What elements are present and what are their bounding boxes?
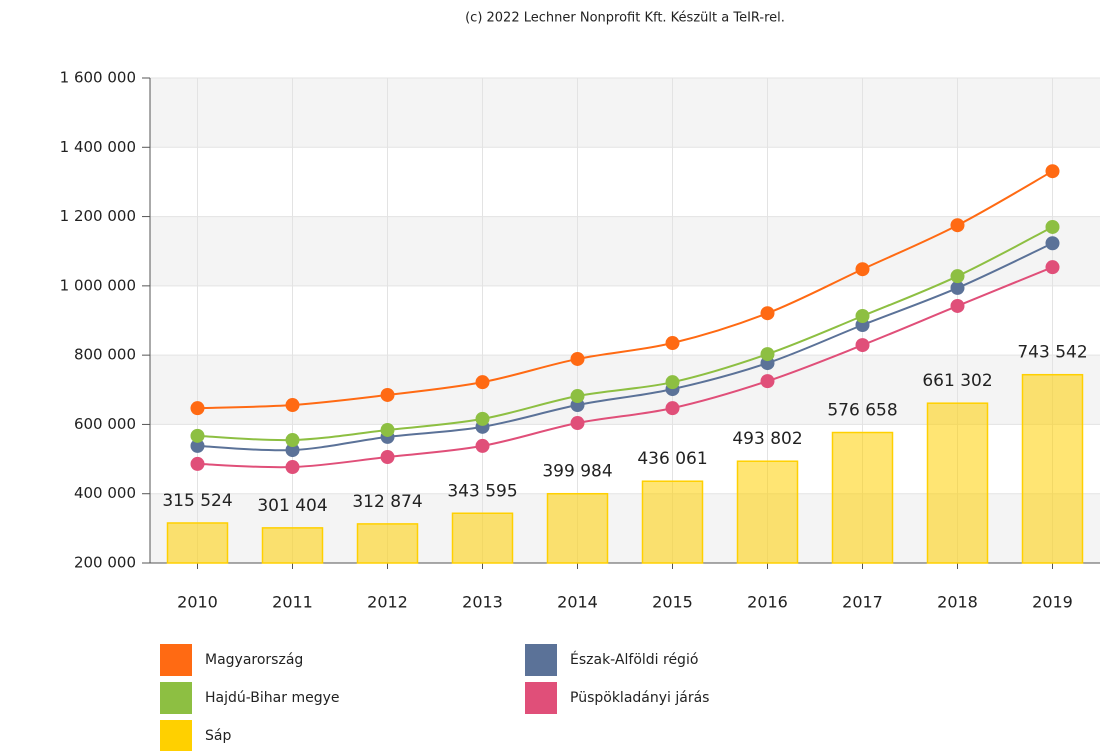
point (380, 449, 395, 464)
legend-label: Sáp (205, 728, 231, 744)
point (285, 433, 300, 448)
point (1045, 236, 1060, 251)
data-label: 312 874 (352, 492, 422, 512)
point (855, 338, 870, 353)
x-tick-label: 2016 (747, 593, 788, 612)
data-label: 743 542 (1017, 343, 1087, 363)
bar (451, 512, 514, 564)
point (285, 443, 300, 458)
point (855, 308, 870, 323)
point (190, 428, 205, 443)
bar (356, 523, 419, 564)
x-tick-label: 2010 (177, 593, 218, 612)
point (285, 398, 300, 413)
y-tick-label: 1 400 000 (60, 138, 136, 156)
point (760, 347, 775, 362)
x-tick-label: 2019 (1032, 593, 1073, 612)
legend-label: Hajdú-Bihar megye (205, 690, 340, 706)
point (570, 416, 585, 431)
point (285, 460, 300, 475)
point (570, 389, 585, 404)
y-tick-label: 600 000 (74, 415, 136, 433)
bar (546, 492, 609, 564)
y-tick-label: 800 000 (74, 346, 136, 364)
bar (261, 527, 324, 564)
series-line (197, 226, 1053, 442)
bar (1021, 373, 1084, 564)
x-tick-label: 2011 (272, 593, 313, 612)
legend-label: Magyarország (205, 652, 303, 668)
point (380, 387, 395, 402)
x-tick-label: 2017 (842, 593, 883, 612)
bar (736, 460, 799, 564)
point (665, 336, 680, 351)
bar (166, 522, 229, 564)
point (950, 218, 965, 233)
data-label: 343 595 (447, 481, 517, 501)
data-label: 399 984 (542, 462, 612, 482)
bar (831, 431, 894, 564)
point (760, 306, 775, 321)
legend-swatch (160, 682, 192, 714)
point (950, 269, 965, 284)
grid-band (150, 78, 1100, 148)
data-label: 436 061 (637, 449, 707, 469)
point (665, 375, 680, 390)
legend-swatch (160, 644, 192, 676)
point (1045, 219, 1060, 234)
grid-band (150, 216, 1100, 286)
y-tick-label: 1 600 000 (60, 69, 136, 87)
legend-swatch (525, 682, 557, 714)
x-tick-label: 2012 (367, 593, 408, 612)
bar (641, 480, 704, 564)
x-tick-label: 2013 (462, 593, 503, 612)
data-label: 301 404 (257, 496, 327, 516)
series-line (197, 170, 1053, 410)
point (380, 422, 395, 437)
legend-swatch (160, 720, 192, 751)
point (475, 375, 490, 390)
y-tick-label: 1 000 000 (60, 276, 136, 294)
point (950, 298, 965, 313)
legend-swatch (525, 644, 557, 676)
y-tick-label: 400 000 (74, 484, 136, 502)
x-tick-label: 2018 (937, 593, 978, 612)
point (760, 374, 775, 389)
point (1045, 164, 1060, 179)
data-label: 661 302 (922, 371, 992, 391)
point (475, 438, 490, 453)
point (190, 401, 205, 416)
point (570, 351, 585, 366)
series-line (197, 242, 1053, 452)
x-tick-label: 2015 (652, 593, 693, 612)
credit: (c) 2022 Lechner Nonprofit Kft. Készült … (465, 11, 785, 26)
point (855, 262, 870, 277)
data-label: 315 524 (162, 491, 232, 511)
legend-label: Észak-Alföldi régió (570, 651, 698, 668)
y-tick-label: 200 000 (74, 554, 136, 572)
series-line (197, 266, 1053, 469)
y-tick-label: 1 200 000 (60, 207, 136, 225)
point (1045, 260, 1060, 275)
bar (926, 402, 989, 564)
x-tick-label: 2014 (557, 593, 598, 612)
data-label: 576 658 (827, 401, 897, 421)
data-label: 493 802 (732, 429, 802, 449)
legend-label: Püspökladányi járás (570, 690, 709, 706)
point (190, 456, 205, 471)
point (190, 438, 205, 453)
point (665, 401, 680, 416)
point (475, 411, 490, 426)
point (950, 280, 965, 295)
